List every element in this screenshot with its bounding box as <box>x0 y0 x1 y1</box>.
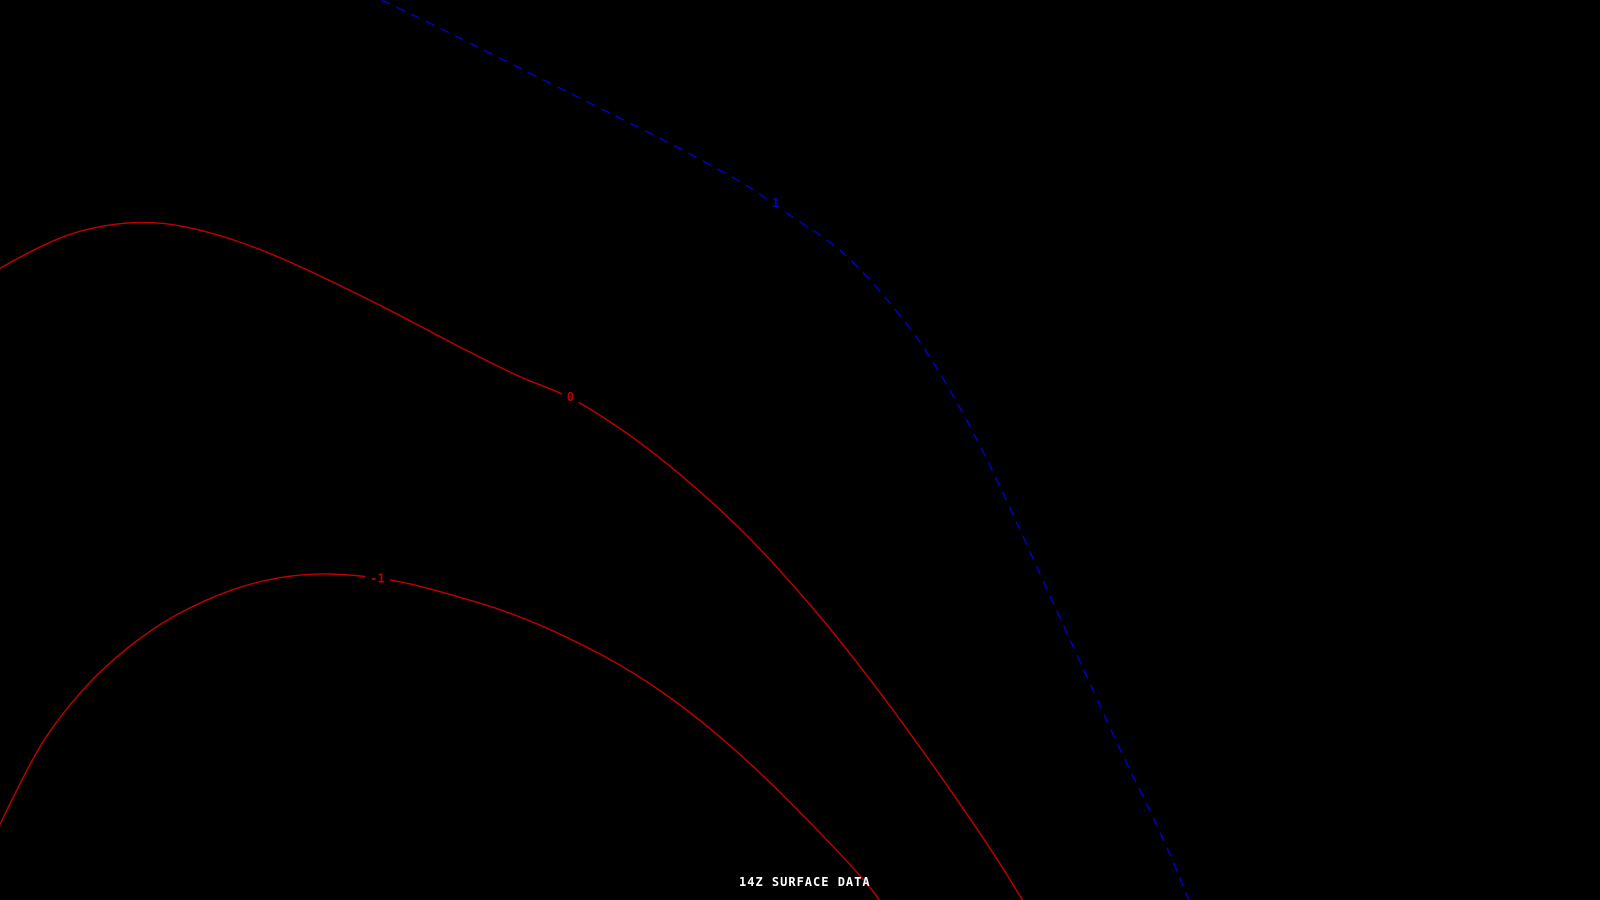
contour-label--1: -1 <box>370 572 385 586</box>
plot-title: 14Z SURFACE DATA <box>739 874 871 889</box>
contour-label-mask <box>562 388 579 406</box>
contour-line--1 <box>0 573 881 900</box>
contour-label-1: 1 <box>772 196 779 210</box>
contour-label-mask <box>767 194 784 212</box>
contour-line-1 <box>381 0 1190 900</box>
contour-line-0 <box>0 221 1024 900</box>
contour-label-0: 0 <box>567 390 574 404</box>
contour-label-mask <box>365 570 390 587</box>
